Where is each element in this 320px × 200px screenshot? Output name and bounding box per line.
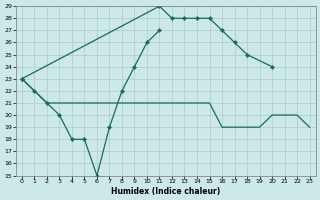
X-axis label: Humidex (Indice chaleur): Humidex (Indice chaleur) xyxy=(111,187,220,196)
